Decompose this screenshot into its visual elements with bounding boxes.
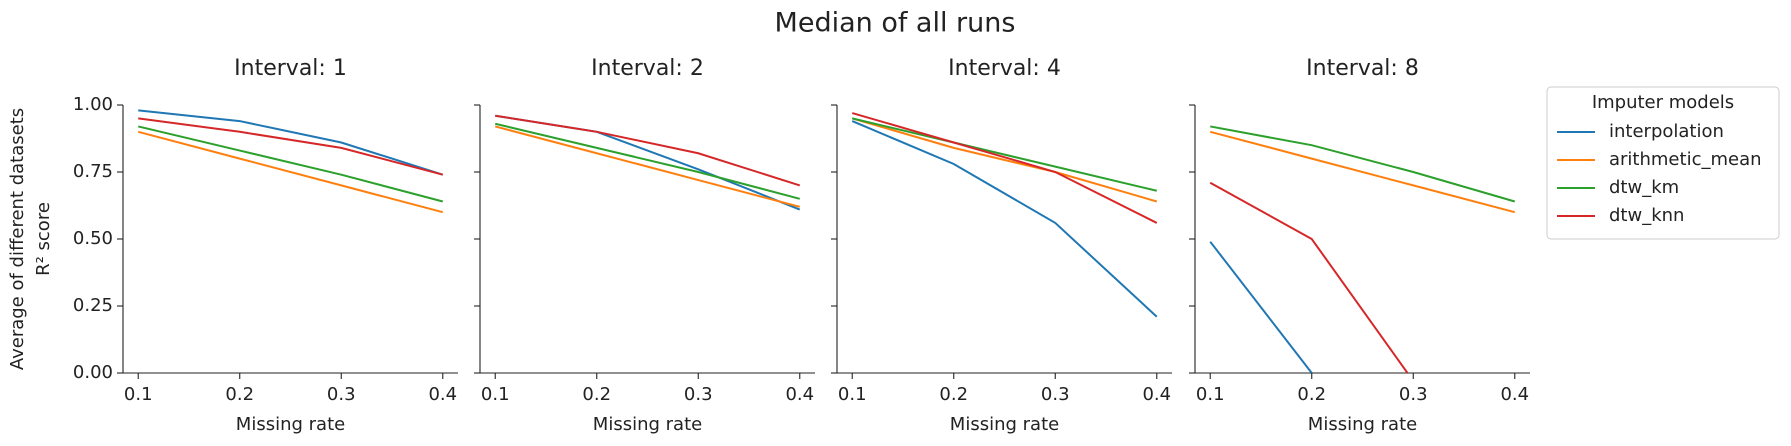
series-line bbox=[851, 117, 1158, 203]
series-line bbox=[494, 125, 801, 208]
x-tick-label: 0.4 bbox=[785, 384, 814, 405]
x-tick-label: 0.1 bbox=[124, 384, 153, 405]
series-line bbox=[1209, 181, 1409, 373]
legend-label: dtw_knn bbox=[1609, 205, 1684, 226]
legend: Imputer models interpolation arithmetic_me… bbox=[1546, 86, 1780, 240]
y-tick-label: 0.25 bbox=[73, 295, 113, 316]
series-line bbox=[494, 122, 801, 200]
x-tick-label: 0.4 bbox=[1500, 384, 1529, 405]
y-tick-label: 0.50 bbox=[73, 228, 113, 249]
legend-box bbox=[1546, 86, 1780, 240]
series-line bbox=[137, 125, 444, 203]
panel: Interval: 4 Missing rate 0.1 0.2 0.3 0.4 bbox=[831, 56, 1172, 435]
x-axis-label: Missing rate bbox=[950, 414, 1059, 435]
series-line bbox=[851, 117, 1158, 192]
x-tick-label: 0.2 bbox=[939, 384, 968, 405]
x-axis-label: Missing rate bbox=[1308, 414, 1417, 435]
y-axis-label: Average of different datasets bbox=[7, 108, 28, 370]
x-tick-label: 0.2 bbox=[225, 384, 254, 405]
x-tick-label: 0.3 bbox=[1399, 384, 1428, 405]
x-tick-label: 0.4 bbox=[1142, 384, 1171, 405]
x-axis-label: Missing rate bbox=[236, 414, 345, 435]
series-line bbox=[1209, 130, 1516, 214]
legend-label: interpolation bbox=[1609, 121, 1724, 142]
series-line bbox=[851, 120, 1158, 318]
series-line bbox=[1210, 125, 1516, 203]
legend-label: arithmetic_mean bbox=[1609, 149, 1762, 170]
y-tick-label: 0.00 bbox=[73, 362, 113, 383]
panel: Interval: 1 Missing rate Average of differ… bbox=[7, 56, 458, 435]
x-tick-label: 0.2 bbox=[1297, 384, 1326, 405]
series-line bbox=[138, 109, 444, 176]
x-tick-label: 0.4 bbox=[428, 384, 457, 405]
x-axis-label: Missing rate bbox=[593, 414, 702, 435]
legend-title: Imputer models bbox=[1592, 92, 1734, 113]
panel: Interval: 8 Missing rate 0.1 0.2 0.3 0.4 bbox=[1189, 56, 1530, 435]
x-tick-label: 0.1 bbox=[481, 384, 510, 405]
panel-title: Interval: 2 bbox=[591, 56, 704, 81]
series-line bbox=[851, 112, 1158, 224]
x-tick-label: 0.1 bbox=[838, 384, 867, 405]
panel-title: Interval: 8 bbox=[1306, 56, 1419, 81]
y-axis-label: R² score bbox=[33, 202, 54, 276]
x-tick-label: 0.3 bbox=[327, 384, 356, 405]
y-tick-label: 0.75 bbox=[73, 161, 113, 182]
series-line bbox=[138, 117, 444, 176]
panel-title: Interval: 1 bbox=[234, 56, 347, 81]
x-tick-label: 0.2 bbox=[582, 384, 611, 405]
panel: Interval: 2 Missing rate 0.1 0.2 0.3 0.4 bbox=[474, 56, 815, 435]
x-tick-label: 0.3 bbox=[684, 384, 713, 405]
series-line bbox=[1209, 241, 1313, 373]
x-tick-label: 0.1 bbox=[1196, 384, 1225, 405]
series-line bbox=[495, 114, 801, 187]
y-tick-label: 1.00 bbox=[73, 94, 113, 115]
panel-title: Interval: 4 bbox=[948, 56, 1061, 81]
x-tick-label: 0.3 bbox=[1041, 384, 1070, 405]
series-line bbox=[137, 130, 444, 214]
figure-title: Median of all runs bbox=[775, 8, 1016, 39]
legend-label: dtw_km bbox=[1609, 177, 1679, 198]
